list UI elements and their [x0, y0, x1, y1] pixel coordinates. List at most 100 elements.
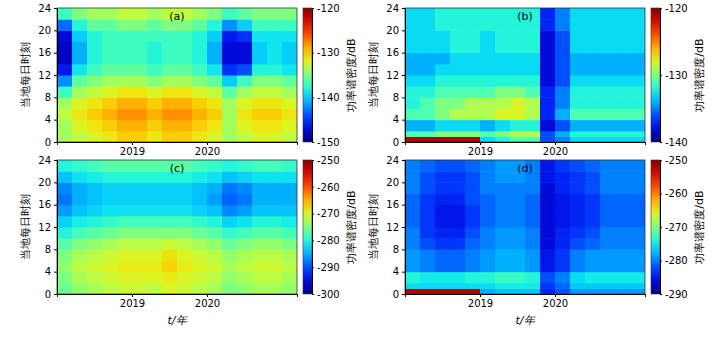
heat-cell	[510, 64, 526, 76]
cells	[57, 8, 297, 142]
heat-cell	[465, 261, 481, 273]
heat-cell	[57, 160, 73, 172]
heat-cell	[435, 86, 451, 98]
heat-cell	[192, 261, 208, 273]
y-axis-line	[54, 9, 58, 143]
heat-cell	[147, 238, 163, 250]
heat-cell	[600, 131, 616, 137]
heat-cell	[72, 182, 88, 194]
heat-cell	[207, 97, 223, 109]
colorbar-tick-mark	[660, 75, 662, 76]
heat-cell	[252, 171, 268, 183]
heat-cell	[87, 160, 103, 172]
heat-cell	[177, 249, 193, 261]
heat-cell	[405, 53, 421, 65]
heat-cell	[540, 42, 556, 54]
heat-cell	[465, 171, 481, 183]
heat-cell	[147, 227, 163, 239]
heat-cell	[222, 42, 238, 54]
heat-cell	[600, 64, 616, 76]
heat-cell	[570, 288, 586, 294]
heat-cell	[480, 30, 496, 42]
heat-cell	[435, 288, 451, 294]
heat-cell	[600, 249, 616, 261]
heat-cell	[450, 8, 466, 20]
heat-cell	[267, 261, 283, 273]
heat-cell	[600, 42, 616, 54]
x-axis-line	[58, 295, 298, 298]
heat-cell	[162, 86, 178, 98]
heat-cell	[405, 171, 421, 183]
heat-cell	[252, 109, 268, 121]
heat-cell	[435, 53, 451, 65]
heat-cell	[600, 120, 616, 132]
heat-cell	[117, 216, 133, 228]
heat-cell	[510, 249, 526, 261]
heat-cell	[132, 30, 148, 42]
heat-cell	[510, 86, 526, 98]
heat-cell	[615, 86, 631, 98]
heat-cell	[222, 120, 238, 132]
heat-cell	[192, 283, 208, 289]
heat-cell	[600, 205, 616, 217]
heat-cell	[87, 64, 103, 76]
heat-cell	[435, 136, 451, 142]
heat-cell	[405, 272, 421, 284]
y-tick: 0	[45, 289, 57, 300]
colorbar	[303, 160, 312, 294]
heat-cell	[252, 97, 268, 109]
y-tick-label: 24	[386, 3, 399, 14]
heat-cell	[237, 30, 253, 42]
heat-cell	[192, 30, 208, 42]
x-tick-label: 2019	[120, 146, 145, 157]
heat-cell	[132, 42, 148, 54]
y-tick-mark	[402, 75, 405, 76]
heat-cell	[207, 53, 223, 65]
x-tick-label: 2020	[543, 146, 568, 157]
heat-cell	[162, 120, 178, 132]
heat-cell	[72, 64, 88, 76]
panel: 2019202004812162024(a)当地每日时刻-150-140-130…	[19, 3, 358, 157]
heat-cell	[630, 182, 645, 194]
y-tick: 8	[393, 92, 405, 103]
colorbar-tick-mark	[312, 97, 314, 98]
heat-cell	[87, 205, 103, 217]
heat-cell	[57, 19, 73, 31]
heat-cell	[435, 227, 451, 239]
heat-cell	[132, 283, 148, 289]
heat-cell	[615, 131, 631, 137]
heat-cell	[570, 8, 586, 20]
heat-cell	[615, 283, 631, 289]
heat-cell	[147, 261, 163, 273]
heat-cell	[480, 272, 496, 284]
heat-cell	[162, 227, 178, 239]
heat-cell	[510, 136, 526, 142]
heat-cell	[495, 249, 511, 261]
cells	[57, 160, 297, 294]
heat-cell	[102, 249, 118, 261]
heat-cell	[555, 160, 571, 172]
colorbar-tick: -250	[660, 155, 688, 166]
heat-cell	[450, 171, 466, 183]
heat-cell	[147, 64, 163, 76]
heat-cell	[117, 75, 133, 87]
heat-cell	[600, 227, 616, 239]
heat-cell	[147, 136, 163, 142]
heat-cell	[207, 227, 223, 239]
heat-cell	[585, 30, 601, 42]
heat-cell	[102, 86, 118, 98]
x-tick-mark	[555, 142, 556, 145]
heat-cell	[237, 272, 253, 284]
heat-cell	[600, 75, 616, 87]
heat-cell	[117, 182, 133, 194]
heat-cell	[585, 261, 601, 273]
heat-cell	[465, 53, 481, 65]
heat-cell	[57, 53, 73, 65]
heat-cell	[630, 86, 645, 98]
x-tick: 2019	[120, 294, 145, 309]
heat-cell	[222, 194, 238, 206]
heat-cell	[57, 227, 73, 239]
heat-cell	[435, 283, 451, 289]
heat-cell	[207, 19, 223, 31]
heat-cell	[72, 136, 88, 142]
